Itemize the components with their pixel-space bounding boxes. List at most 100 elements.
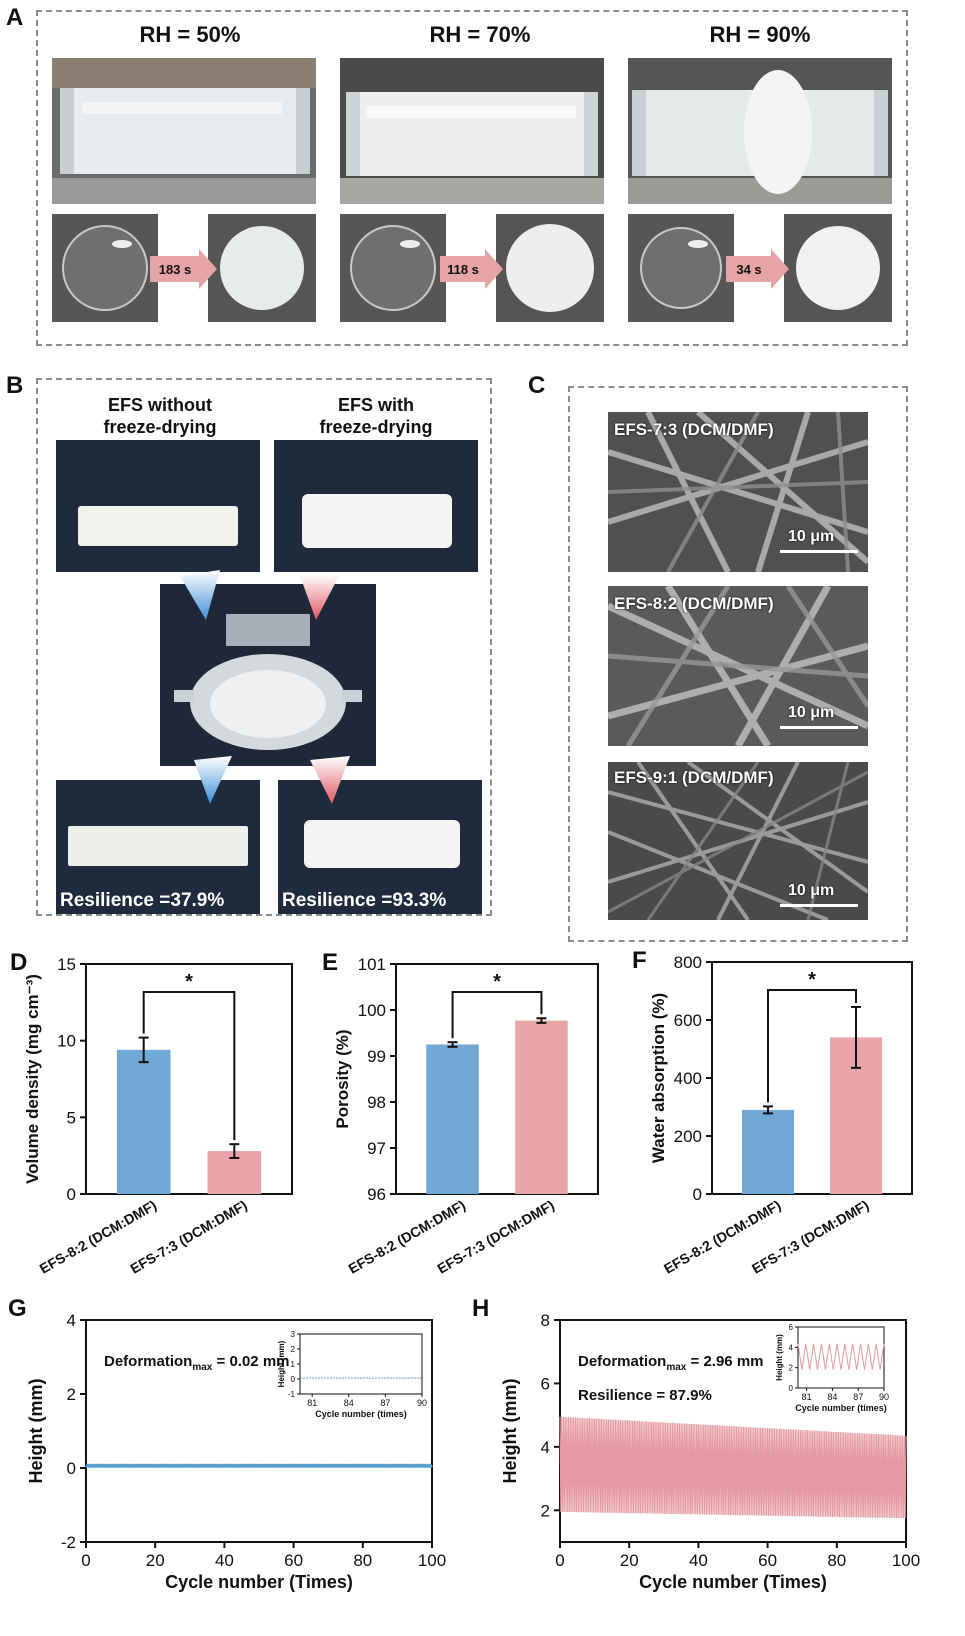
chart-e-significance-bracket bbox=[451, 991, 543, 1039]
chart-h-ylabel: Height (mm) bbox=[500, 1379, 520, 1484]
chart-f-ylabel: Water absorption (%) bbox=[649, 993, 668, 1163]
sem-image-9-1 bbox=[608, 762, 868, 920]
chart-f-significance: * bbox=[808, 969, 816, 991]
efs-without-after-photo bbox=[56, 780, 260, 914]
resilience-left-label: Resilience =37.9% bbox=[60, 890, 225, 911]
scale-label-1: 10 μm bbox=[788, 528, 835, 545]
droplet-before-50 bbox=[52, 214, 158, 322]
chart-g-ytick-label: -2 bbox=[61, 1533, 76, 1552]
sem-label-9-1: EFS-9:1 (DCM/DMF) bbox=[614, 768, 774, 787]
chart-f-ytick-label: 600 bbox=[674, 1011, 702, 1030]
chart-e-ytick-label: 96 bbox=[367, 1185, 386, 1204]
panel-a-frame bbox=[36, 10, 908, 346]
chart-h-inset-ylabel: Height (mm) bbox=[775, 1334, 784, 1381]
chart-d-bar bbox=[116, 1049, 171, 1194]
droplet-after-50 bbox=[208, 214, 316, 322]
chart-d-ytick-label: 10 bbox=[57, 1032, 76, 1051]
chart-g-ytick-label: 2 bbox=[67, 1385, 76, 1404]
chart-h-ytick-label: 2 bbox=[541, 1501, 550, 1520]
tube-photo-70 bbox=[340, 58, 604, 204]
chart-h-inset-xtick-label: 87 bbox=[853, 1392, 863, 1402]
arrow-right-icon bbox=[771, 249, 789, 289]
chart-g-xlabel: Cycle number (Times) bbox=[165, 1572, 353, 1592]
time-label-70: 118 s bbox=[440, 256, 486, 282]
scale-label-3: 10 μm bbox=[788, 882, 835, 899]
panel-b-arrows bbox=[180, 570, 350, 804]
chart-e-ytick-label: 99 bbox=[367, 1047, 386, 1066]
chart-h-series-line bbox=[559, 1416, 907, 1519]
droplet-before-90 bbox=[628, 214, 734, 322]
chart-g-xtick-label: 40 bbox=[215, 1551, 234, 1570]
efs-with-after-photo bbox=[278, 780, 482, 914]
chart-g-ytick-label: 4 bbox=[67, 1311, 76, 1330]
panel-c-letter: C bbox=[528, 372, 546, 399]
arrow-right-icon bbox=[199, 249, 217, 289]
chart-e-ytick-label: 97 bbox=[367, 1139, 386, 1158]
chart-g-inset-ytick-label: 2 bbox=[291, 1345, 296, 1354]
chart-d-ytick-label: 5 bbox=[67, 1108, 76, 1127]
panel-c-frame bbox=[568, 386, 908, 942]
chart-h-inset-xtick-label: 81 bbox=[802, 1392, 812, 1402]
chart-h-xtick-label: 0 bbox=[555, 1551, 564, 1570]
panel-b-letter: B bbox=[6, 372, 24, 399]
chart-f-ytick-label: 200 bbox=[674, 1127, 702, 1146]
chart-g-inset-frame bbox=[299, 1333, 423, 1395]
chart-h-inset-ytick-label: 2 bbox=[789, 1364, 794, 1373]
chart-h-inset-ytick-label: 0 bbox=[789, 1384, 794, 1393]
efs-without-photo bbox=[56, 440, 260, 572]
chart-d-frame bbox=[85, 963, 293, 1195]
scale-label-2: 10 μm bbox=[788, 704, 835, 721]
rh-label-90: RH = 90% bbox=[709, 22, 811, 47]
chart-h-inset-series-line bbox=[797, 1343, 885, 1370]
panel-e-letter: E bbox=[322, 949, 338, 976]
chart-e-frame bbox=[395, 963, 599, 1195]
sem-image-7-3 bbox=[608, 412, 868, 572]
chart-d-ytick-label: 15 bbox=[57, 955, 76, 974]
panel-a-letter: A bbox=[6, 4, 24, 31]
chart-d-ylabel: Volume density (mg cm⁻³) bbox=[23, 974, 42, 1184]
chart-g-ytick-label: 0 bbox=[67, 1459, 76, 1478]
chart-d-significance: * bbox=[185, 971, 193, 993]
chart-h-ytick-label: 8 bbox=[541, 1311, 550, 1330]
droplet-after-90 bbox=[784, 214, 892, 322]
scale-bar-3 bbox=[780, 904, 858, 907]
chart-g-inset-ytick-label: 3 bbox=[291, 1330, 296, 1339]
efs-with-title: EFS with freeze-drying bbox=[319, 395, 433, 437]
rh-label-50: RH = 50% bbox=[139, 22, 241, 47]
rh-label-70: RH = 70% bbox=[429, 22, 531, 47]
chart-h-xlabel: Cycle number (Times) bbox=[639, 1572, 827, 1592]
chart-g-frame bbox=[85, 1319, 433, 1543]
chart-g-annotation: Deformationmax = 0.02 mm bbox=[104, 1353, 290, 1373]
chart-g-ylabel: Height (mm) bbox=[26, 1379, 46, 1484]
time-label-90: 34 s bbox=[726, 256, 772, 282]
chart-h-xtick-label: 20 bbox=[620, 1551, 639, 1570]
chart-h-xtick-label: 100 bbox=[892, 1551, 920, 1570]
chart-f-ytick-label: 400 bbox=[674, 1069, 702, 1088]
scale-bar-1 bbox=[780, 550, 858, 553]
chart-f-ytick-label: 0 bbox=[693, 1185, 702, 1204]
efs-with-photo bbox=[274, 440, 478, 572]
panel-h-letter: H bbox=[472, 1295, 489, 1322]
droplet-before-70 bbox=[340, 214, 446, 322]
chart-e-ytick-label: 100 bbox=[358, 1001, 386, 1020]
sem-image-8-2 bbox=[608, 586, 868, 746]
chart-h-inset-ytick-label: 6 bbox=[789, 1323, 794, 1332]
chart-g-xtick-label: 20 bbox=[146, 1551, 165, 1570]
chart-e-significance: * bbox=[493, 971, 501, 993]
panel-g-letter: G bbox=[8, 1295, 27, 1322]
compression-jig-photo bbox=[160, 584, 376, 766]
chart-e-bar bbox=[426, 1044, 479, 1194]
chart-h-inset-frame bbox=[797, 1326, 885, 1389]
chart-h-inset-ytick-label: 4 bbox=[789, 1343, 794, 1352]
chart-e-ytick-label: 98 bbox=[367, 1093, 386, 1112]
chart-g-inset-xlabel: Cycle number (times) bbox=[315, 1409, 407, 1419]
chart-g-inset-xtick-label: 84 bbox=[344, 1398, 354, 1408]
chart-g-inset-ytick-label: 0 bbox=[291, 1375, 296, 1384]
chart-g-inset-xtick-label: 87 bbox=[380, 1398, 390, 1408]
chart-e-ylabel: Porosity (%) bbox=[333, 1029, 352, 1128]
chart-g-inset-xtick-label: 90 bbox=[417, 1398, 427, 1408]
sem-label-7-3: EFS-7:3 (DCM/DMF) bbox=[614, 420, 774, 439]
chart-f-ytick-label: 800 bbox=[674, 953, 702, 972]
chart-e-ytick-label: 101 bbox=[358, 955, 386, 974]
